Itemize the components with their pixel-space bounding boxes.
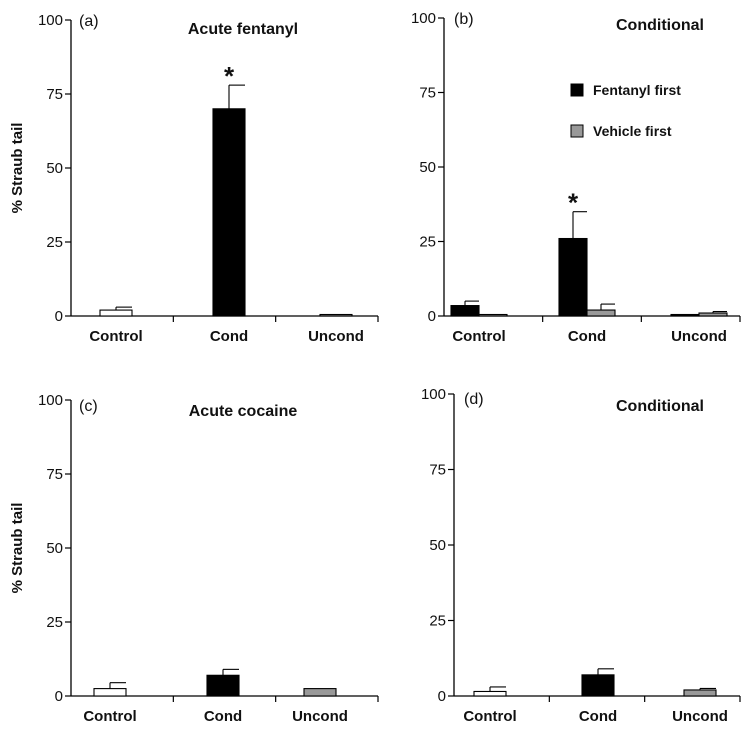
bar [581,674,615,697]
y-tick-label: 75 [46,86,63,103]
y-tick-label: 25 [46,614,63,631]
bar [670,313,700,317]
y-tick-label: 25 [429,613,446,630]
bar [303,688,337,697]
y-tick-label: 50 [429,537,446,554]
x-tick-label: Cond [210,328,248,345]
x-tick-label: Uncond [292,708,348,725]
panel-b: 0 25 50 75 100 Control Cond Uncond (b) Conditiona… [411,10,741,345]
x-tick-label: Uncond [308,328,364,345]
legend-swatch [570,124,584,138]
y-tick-label: 25 [46,234,63,251]
y-tick-label: 50 [46,160,63,177]
chart-title: Acute fentanyl [188,21,298,38]
x-tick-label: Cond [568,328,606,345]
y-tick-label: 100 [38,392,63,409]
bar [478,313,508,317]
y-tick-label: 100 [38,12,63,29]
bar [319,313,353,317]
y-tick-label: 50 [46,540,63,557]
panel-label: (b) [454,11,474,28]
x-tick-label: Control [452,328,505,345]
panel-label: (c) [79,398,98,415]
panel-label: (a) [79,13,99,30]
x-tick-label: Control [83,708,136,725]
y-tick-label: 0 [428,308,436,325]
significance-marker: * [568,188,579,218]
panel-c: 0 25 50 75 100 Control Cond Uncond (c) Acute coca… [9,392,379,725]
bar [99,309,133,317]
panel-d: 0 25 50 75 100 Control Cond Uncond (d) Conditiona… [421,386,741,725]
bar [206,674,240,697]
panel-label: (d) [464,391,484,408]
y-tick-label: 75 [46,466,63,483]
bar [698,312,728,317]
chart-title: Acute cocaine [189,403,298,420]
y-axis-label: % Straub tail [9,123,26,214]
x-tick-label: Control [89,328,142,345]
y-tick-label: 75 [429,462,446,479]
chart-title: Conditional [616,17,704,34]
x-tick-label: Cond [204,708,242,725]
y-axis-label: % Straub tail [9,503,26,594]
y-tick-label: 100 [411,10,436,27]
y-tick-label: 100 [421,386,446,403]
bar [93,688,127,697]
bar [450,305,480,317]
chart-title: Conditional [616,398,704,415]
significance-marker: * [224,61,235,91]
bar [212,108,246,317]
x-tick-label: Uncond [672,708,728,725]
panel-a: 0 25 50 75 100 Control Cond Uncond (a) Acute fent… [9,12,379,345]
bar [683,689,717,697]
legend-label: Fentanyl first [593,82,681,98]
y-tick-label: 25 [419,234,436,251]
y-tick-label: 0 [438,688,446,705]
x-tick-label: Control [463,708,516,725]
legend-swatch [570,83,584,97]
y-tick-label: 0 [55,308,63,325]
x-tick-label: Uncond [671,328,727,345]
y-tick-label: 75 [419,85,436,102]
bar [586,309,616,317]
legend-label: Vehicle first [593,123,672,139]
y-tick-label: 0 [55,688,63,705]
x-tick-label: Cond [579,708,617,725]
y-tick-label: 50 [419,159,436,176]
bar [558,237,588,317]
bar [473,690,507,697]
